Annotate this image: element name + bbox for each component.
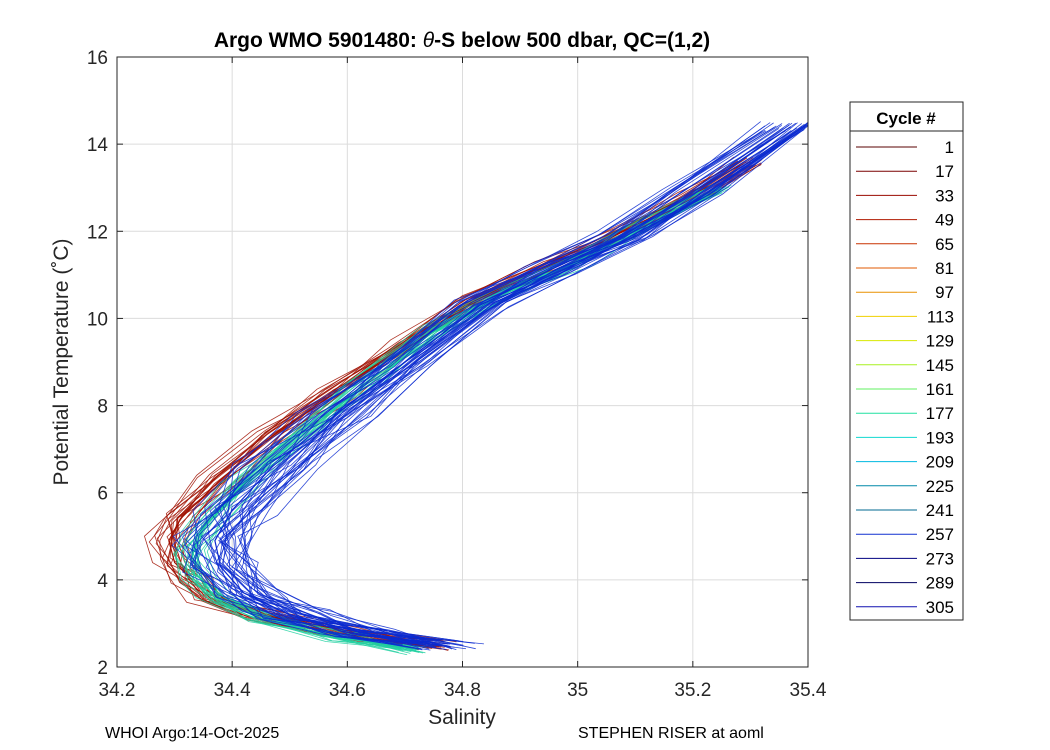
- series-trace-mid_cycles: [192, 182, 717, 648]
- legend: Cycle # 1 17 33 49 65 81 97 113 129 145 161 177 193 2…: [849, 101, 964, 621]
- series-trace-mid_cycles: [183, 189, 724, 654]
- series-trace-late_cycles: [222, 128, 806, 650]
- y-tick-label: 16: [87, 48, 108, 69]
- legend-entry-label: 145: [926, 356, 954, 375]
- legend-box: [849, 101, 964, 621]
- series-trace-mid_cycles: [197, 191, 718, 650]
- legend-entry-label: 113: [927, 307, 954, 326]
- y-tick-label: 14: [87, 135, 109, 156]
- series-trace-late_cycles: [239, 123, 808, 648]
- series-trace-mid_cycles: [190, 185, 723, 649]
- legend-entry-label: 257: [926, 525, 954, 544]
- series-trace-mid_cycles: [193, 189, 718, 650]
- legend-entry-label: 49: [935, 211, 954, 230]
- series-trace-late_cycles: [222, 122, 790, 644]
- y-tick-label: 4: [97, 571, 108, 592]
- legend-entry-label: 129: [926, 332, 954, 351]
- series-trace-early_cycles: [179, 164, 762, 650]
- series-trace-mid_cycles: [184, 186, 711, 651]
- legend-entry-label: 225: [926, 477, 954, 496]
- footer-left: WHOI Argo:14-Oct-2025: [105, 725, 280, 742]
- series-trace-late_cycles: [200, 127, 797, 642]
- footer-right: STEPHEN RISER at aoml: [578, 725, 764, 742]
- series-trace-early_cycles: [175, 156, 754, 641]
- series-trace-late_cycles: [203, 122, 797, 651]
- series-trace-mid_cycles: [186, 189, 719, 650]
- series-trace-late_cycles: [184, 129, 766, 650]
- legend-entry-label: 81: [935, 259, 954, 278]
- legend-entry-label: 241: [926, 501, 954, 520]
- series-trace-late_cycles: [183, 122, 771, 651]
- x-tick-label: 34.4: [214, 680, 251, 701]
- series-trace-late_cycles: [219, 124, 809, 642]
- series-trace-late_cycles: [240, 129, 805, 645]
- series-trace-early_cycles: [185, 162, 762, 643]
- series-trace-late_cycles: [235, 122, 809, 650]
- series-trace-early_cycles: [165, 161, 748, 649]
- series-trace-early_cycles: [172, 164, 757, 651]
- x-tick-label: 35.4: [790, 680, 827, 701]
- series-trace-late_cycles: [204, 125, 777, 648]
- series-trace-late_cycles: [218, 126, 806, 645]
- series-trace-late_cycles: [215, 130, 792, 646]
- series-trace-late_cycles: [209, 125, 790, 647]
- series-trace-late_cycles: [224, 124, 807, 648]
- legend-entry-label: 209: [926, 453, 954, 472]
- series-trace-late_cycles: [214, 130, 794, 642]
- y-tick-label: 8: [97, 397, 108, 418]
- series-trace-late_cycles: [182, 131, 763, 645]
- legend-entry-label: 161: [926, 380, 954, 399]
- y-tick-label: 12: [87, 222, 108, 243]
- x-tick-label: 34.2: [99, 680, 136, 701]
- series-trace-late_cycles: [182, 123, 783, 643]
- y-tick-label: 2: [97, 658, 108, 679]
- series-trace-early_cycles: [181, 159, 763, 648]
- legend-entry-label: 17: [935, 162, 954, 181]
- series-trace-late_cycles: [171, 130, 767, 642]
- series-trace-mid_cycles: [175, 183, 711, 652]
- legend-entry-label: 177: [926, 404, 954, 423]
- series-trace-late_cycles: [221, 125, 809, 643]
- y-axis-label: Potential Temperature (˚C): [50, 238, 73, 485]
- chart-title: Argo WMO 5901480: θ-S below 500 dbar, QC…: [214, 29, 710, 52]
- x-axis-ticks: 34.2 34.4 34.6 34.8 35 35.2 35.4: [99, 57, 827, 701]
- legend-entry-label: 289: [926, 574, 954, 593]
- series-trace-mid_cycles: [197, 190, 722, 654]
- legend-entry-label: 305: [926, 598, 954, 617]
- series-trace-late_cycles: [172, 121, 761, 651]
- series-trace-late_cycles: [205, 122, 793, 650]
- series-trace-mid_cycles: [206, 184, 732, 647]
- series-trace-late_cycles: [216, 125, 805, 642]
- series-trace-late_cycles: [239, 122, 809, 644]
- legend-entry-label: 1: [945, 138, 954, 157]
- x-tick-label: 35: [567, 680, 588, 701]
- legend-entry-label: 193: [926, 428, 954, 447]
- series-trace-late_cycles: [242, 124, 809, 645]
- series-trace-late_cycles: [209, 127, 784, 648]
- x-axis-label: Salinity: [428, 706, 496, 729]
- y-axis-ticks: 2 4 6 8 10 12 14 16: [87, 48, 808, 679]
- series-layer: [144, 121, 809, 656]
- y-tick-label: 6: [97, 484, 108, 505]
- x-tick-label: 34.8: [444, 680, 481, 701]
- x-tick-label: 35.2: [674, 680, 711, 701]
- series-trace-late_cycles: [231, 125, 809, 647]
- series-trace-early_cycles: [156, 156, 747, 646]
- series-trace-late_cycles: [226, 123, 803, 650]
- series-trace-mid_cycles: [192, 186, 727, 648]
- x-tick-label: 34.6: [329, 680, 366, 701]
- y-tick-label: 10: [87, 309, 108, 330]
- series-trace-late_cycles: [220, 129, 799, 647]
- series-trace-late_cycles: [217, 126, 803, 641]
- grid: [116, 56, 809, 668]
- legend-entry-label: 33: [935, 186, 954, 205]
- legend-title: Cycle #: [876, 109, 936, 128]
- legend-entry-label: 65: [935, 235, 954, 254]
- series-trace-mid_cycles: [190, 188, 725, 646]
- legend-entry-label: 273: [926, 549, 954, 568]
- legend-entry-label: 97: [935, 283, 954, 302]
- series-trace-late_cycles: [221, 122, 798, 641]
- series-trace-late_cycles: [219, 123, 805, 647]
